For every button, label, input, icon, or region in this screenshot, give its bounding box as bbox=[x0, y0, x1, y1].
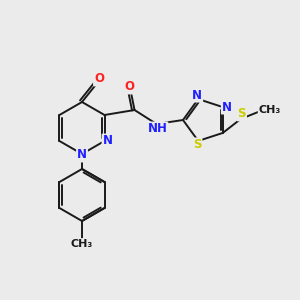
Text: S: S bbox=[193, 138, 202, 152]
Text: NH: NH bbox=[148, 122, 167, 136]
Text: S: S bbox=[238, 107, 246, 120]
Text: O: O bbox=[124, 80, 134, 94]
Text: O: O bbox=[94, 73, 104, 85]
Text: CH₃: CH₃ bbox=[71, 239, 93, 249]
Text: N: N bbox=[192, 88, 202, 102]
Text: CH₃: CH₃ bbox=[259, 105, 281, 115]
Text: N: N bbox=[222, 100, 232, 114]
Text: N: N bbox=[77, 148, 87, 161]
Text: N: N bbox=[103, 134, 112, 148]
